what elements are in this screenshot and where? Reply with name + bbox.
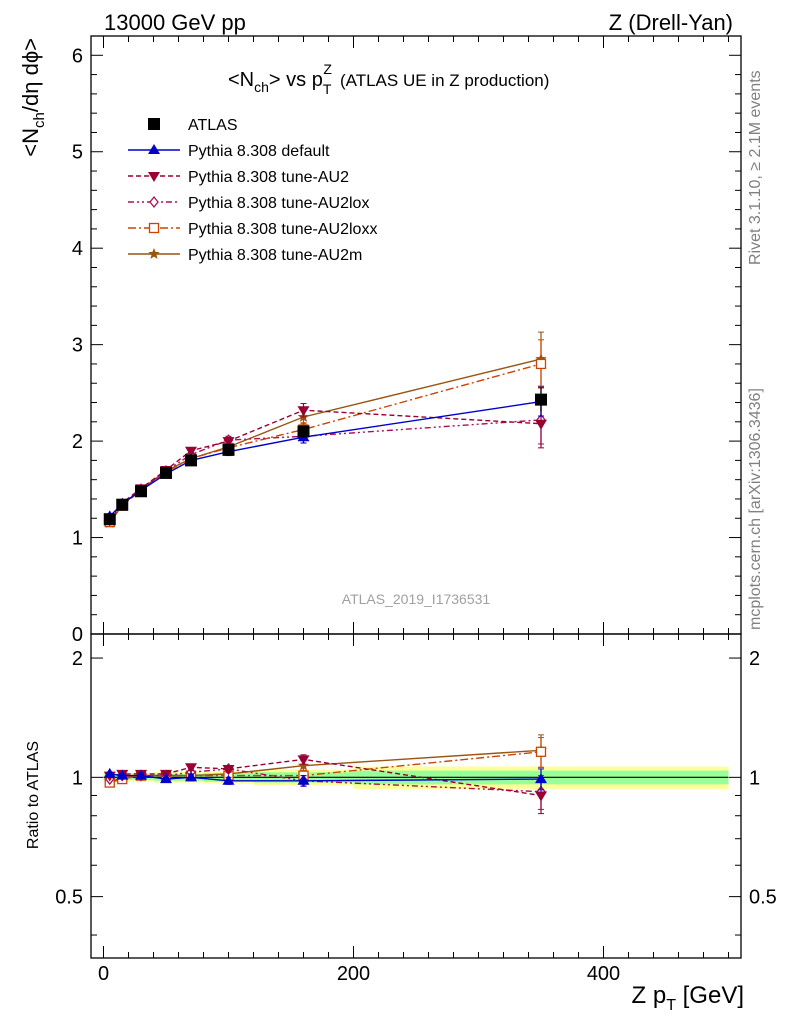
point-au2-4 bbox=[185, 446, 197, 457]
x-axis-label-sub: T bbox=[666, 997, 676, 1014]
line-au2m bbox=[109, 358, 542, 524]
legend-label-au2loxx: Pythia 8.308 tune-AU2loxx bbox=[188, 221, 377, 238]
ratio-point-default-0 bbox=[103, 767, 116, 778]
legend-label-au2: Pythia 8.308 tune-AU2 bbox=[188, 169, 349, 186]
main-ylabel-sub: ch bbox=[31, 112, 48, 128]
main-ylabel-pre: <N bbox=[18, 128, 43, 157]
ratio-ytick-label-right-1: 1 bbox=[749, 767, 760, 789]
main-series bbox=[103, 331, 547, 528]
ratio-point-au2-7 bbox=[535, 791, 547, 802]
point-au2-5 bbox=[222, 437, 235, 448]
ratio-point-au2-6 bbox=[297, 755, 310, 766]
x-axis-label-pre: Z p bbox=[632, 982, 667, 1009]
legend: ATLAS Pythia 8.308 default Pythia 8.308 tu… bbox=[128, 117, 377, 264]
ratio-ytick-label-right-0: 0.5 bbox=[749, 887, 777, 909]
point-atlas-6 bbox=[297, 425, 310, 438]
main-ytick-label-4: 4 bbox=[72, 238, 83, 260]
x-tick-label-2: 400 bbox=[587, 963, 620, 985]
legend-marker-default bbox=[148, 144, 160, 154]
plot-title-vs-sub: T bbox=[323, 81, 332, 97]
point-au2-6 bbox=[297, 406, 310, 417]
ratio-point-default-4 bbox=[185, 771, 197, 782]
plot-title: <Nch> vs pTZ (ATLAS UE in Z production) bbox=[228, 61, 549, 97]
point-atlas-4 bbox=[185, 454, 197, 467]
ratio-point-au2-4 bbox=[185, 763, 197, 774]
legend-item-default: Pythia 8.308 default bbox=[128, 143, 330, 160]
legend-item-au2: Pythia 8.308 tune-AU2 bbox=[128, 169, 349, 186]
main-ytick-label-5: 5 bbox=[72, 142, 83, 164]
legend-item-au2lox: Pythia 8.308 tune-AU2lox bbox=[128, 195, 369, 212]
ratio-point-default-1 bbox=[116, 769, 129, 780]
point-atlas-1 bbox=[116, 498, 129, 511]
point-au2-7 bbox=[535, 419, 547, 430]
analysis-id: ATLAS_2019_I1736531 bbox=[342, 591, 491, 607]
ratio-ytick-label-left-1: 1 bbox=[72, 767, 83, 789]
ratio-point-default-3 bbox=[160, 773, 172, 784]
point-atlas-5 bbox=[222, 443, 235, 456]
ratio-ytick-label-right-2: 2 bbox=[749, 648, 760, 670]
ratio-ylabel: Ratio to ATLAS bbox=[25, 741, 42, 849]
legend-item-au2m: Pythia 8.308 tune-AU2m bbox=[128, 247, 362, 264]
ratio-point-default-6 bbox=[297, 774, 310, 785]
ratio-point-default-5 bbox=[222, 774, 235, 785]
ratio-frame bbox=[90, 633, 742, 959]
ratio-point-default-2 bbox=[135, 769, 147, 780]
line-au2loxx bbox=[109, 363, 542, 523]
series-au2 bbox=[103, 399, 547, 525]
point-au2loxx-7 bbox=[535, 358, 547, 370]
ratio-point-au2loxx-7 bbox=[535, 746, 547, 757]
point-atlas-3 bbox=[160, 466, 172, 479]
legend-marker-au2lox bbox=[149, 195, 159, 209]
legend-marker-au2 bbox=[148, 172, 160, 182]
plot-title-main: <N bbox=[228, 69, 254, 91]
rivet-label: Rivet 3.1.10, ≥ 2.1M events bbox=[747, 70, 764, 265]
legend-label-default: Pythia 8.308 default bbox=[188, 143, 330, 160]
line-au2 bbox=[109, 409, 542, 519]
legend-label-atlas: ATLAS bbox=[188, 117, 238, 134]
header-left: 13000 GeV pp bbox=[104, 10, 246, 35]
plot-title-vs: > vs p bbox=[269, 69, 323, 91]
ratio-ytick-label-left-0: 0.5 bbox=[55, 887, 83, 909]
axes: 0 1 2 3 4 5 6 0 200 400 0.5 0.5 1 1 2 2 bbox=[55, 35, 777, 985]
series-au2lox bbox=[104, 395, 546, 527]
x-tick-label-0: 0 bbox=[98, 963, 109, 985]
ratio-point-au2-5 bbox=[222, 764, 235, 775]
legend-label-au2m: Pythia 8.308 tune-AU2m bbox=[188, 247, 362, 264]
point-atlas-0 bbox=[103, 513, 116, 526]
series-default bbox=[103, 386, 547, 521]
x-axis-label: Z pT [GeV] bbox=[632, 982, 745, 1014]
ratio-series-default bbox=[103, 767, 547, 791]
main-ylabel: <Nch/dη dϕ> bbox=[18, 38, 48, 157]
x-tick-label-1: 200 bbox=[337, 963, 370, 985]
plot-title-main-sub: ch bbox=[254, 79, 269, 95]
legend-item-au2loxx: Pythia 8.308 tune-AU2loxx bbox=[128, 221, 377, 238]
point-atlas-7 bbox=[535, 393, 547, 406]
ratio-series bbox=[103, 734, 547, 815]
legend-marker-au2m bbox=[148, 248, 160, 259]
x-axis-label-post: [GeV] bbox=[676, 982, 744, 1009]
main-ytick-label-0: 0 bbox=[72, 624, 83, 646]
main-ytick-label-6: 6 bbox=[72, 45, 83, 67]
header-right: Z (Drell-Yan) bbox=[609, 10, 733, 35]
legend-item-atlas: ATLAS bbox=[148, 117, 238, 134]
plot-title-vs-sup: Z bbox=[323, 61, 332, 77]
legend-label-au2lox: Pythia 8.308 tune-AU2lox bbox=[188, 195, 369, 212]
legend-marker-au2loxx bbox=[148, 222, 160, 234]
ratio-point-default-7 bbox=[535, 773, 547, 784]
legend-marker-atlas bbox=[148, 118, 160, 130]
series-au2m bbox=[104, 331, 547, 528]
point-atlas-2 bbox=[135, 485, 147, 498]
series-atlas bbox=[103, 388, 547, 526]
ratio-ytick-label-left-2: 2 bbox=[72, 648, 83, 670]
main-ytick-label-1: 1 bbox=[72, 528, 83, 550]
mcplots-label: mcplots.cern.ch [arXiv:1306.3436] bbox=[747, 388, 764, 630]
plot-title-rest: (ATLAS UE in Z production) bbox=[340, 71, 549, 90]
line-default bbox=[109, 400, 542, 517]
main-ylabel-post: /dη dϕ> bbox=[18, 38, 43, 112]
main-ytick-label-2: 2 bbox=[72, 431, 83, 453]
main-ytick-label-3: 3 bbox=[72, 335, 83, 357]
